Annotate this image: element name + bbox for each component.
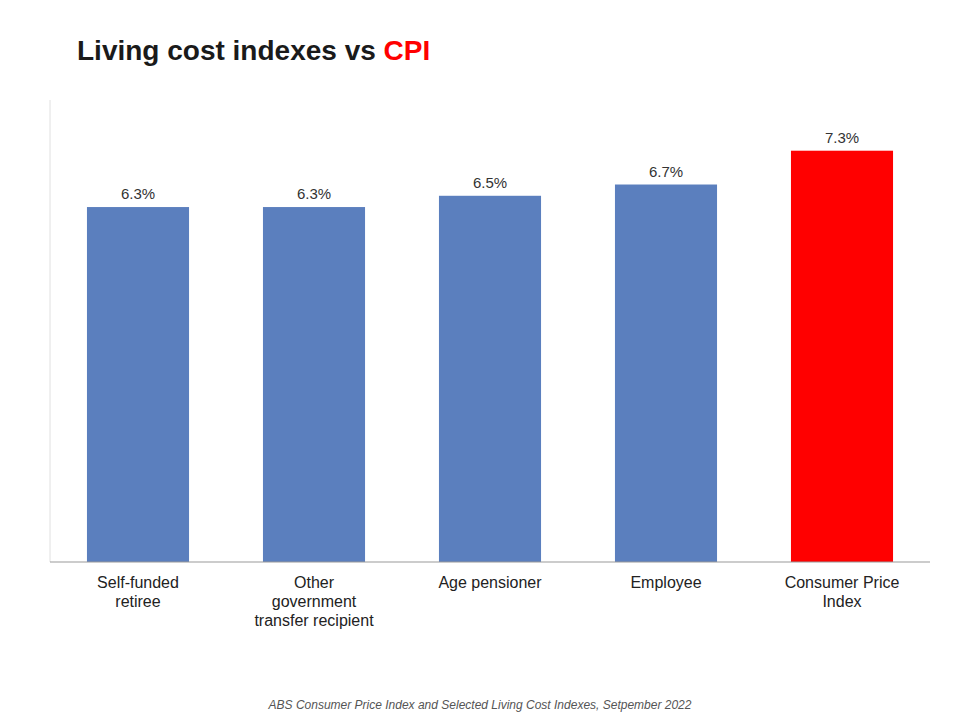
x-tick-label: Consumer PriceIndex <box>785 574 900 610</box>
data-label: 6.3% <box>121 185 155 202</box>
title: Living cost indexes vs CPI <box>77 35 430 66</box>
bar <box>263 207 365 562</box>
x-tick-label: Othergovernmenttransfer recipient <box>254 574 374 629</box>
data-label: 6.3% <box>297 185 331 202</box>
bar <box>439 196 541 562</box>
title-part: Living cost indexes vs <box>77 35 384 66</box>
bar <box>87 207 189 562</box>
x-tick-label: Self-fundedretiree <box>97 574 179 610</box>
data-label: 7.3% <box>825 129 859 146</box>
x-axis-line <box>50 562 930 563</box>
bars <box>87 151 893 562</box>
x-tick-label: Age pensioner <box>438 574 542 591</box>
data-label: 6.7% <box>649 163 683 180</box>
y-axis-line <box>50 100 51 562</box>
chart: Living cost indexes vs CPI 6.3% 6.3% 6.5% 6.… <box>0 0 960 727</box>
caption: ABS Consumer Price Index and Selected Li… <box>268 698 692 712</box>
bar <box>615 185 717 562</box>
background <box>0 0 960 727</box>
title-part: CPI <box>384 35 431 66</box>
data-label: 6.5% <box>473 174 507 191</box>
x-tick-label: Employee <box>630 574 701 591</box>
bar <box>791 151 893 562</box>
